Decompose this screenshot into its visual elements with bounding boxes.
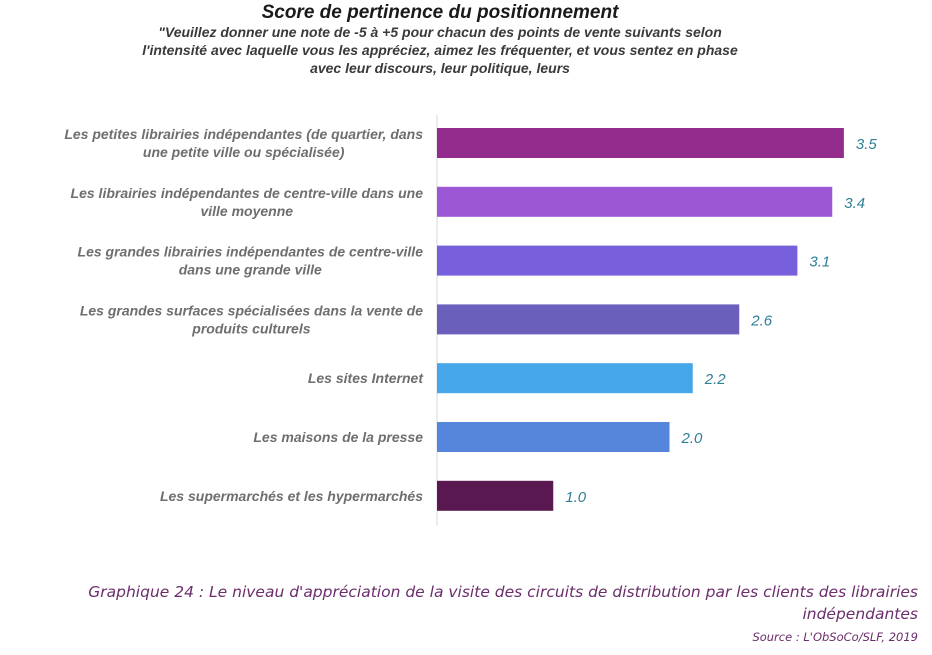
caption-line: Graphique 24 : Le niveau d'appréciation … [88,583,918,601]
data-label: 2.0 [681,430,704,447]
bar [437,245,798,276]
category-label: Les sites Internet [308,370,424,386]
category-label: Les grandes surfaces spécialisées dans l… [80,302,423,318]
figure-caption: Graphique 24 : Le niveau d'appréciation … [88,581,918,625]
chart-subtitle: "Veuillez donner une note de -5 à +5 pou… [0,23,880,77]
bar [437,422,670,452]
subtitle-line: l'intensité avec laquelle vous les appré… [142,42,738,58]
category-label: dans une grande ville [179,262,322,278]
data-label: 1.0 [565,489,587,506]
category-label: une petite ville ou spécialisée) [143,144,345,160]
bar-chart: 3.5 Les petites librairies indépendantes … [64,115,878,526]
data-label: 3.4 [844,195,865,212]
chart-title: Score de pertinence du positionnement [261,2,619,23]
subtitle-line: "Veuillez donner une note de -5 à +5 pou… [158,24,722,40]
data-label: 2.2 [704,371,727,388]
source-note: Source : L'ObSoCo/SLF, 2019 [752,630,918,644]
bar [437,128,844,158]
data-label: 3.1 [809,254,830,271]
category-label: Les maisons de la presse [253,429,423,445]
category-label: produits culturels [191,320,310,336]
data-label: 3.5 [856,136,878,153]
data-label: 2.6 [750,312,773,329]
bar [437,480,554,511]
subtitle-line: avec leur discours, leur politique, leur… [310,60,570,76]
category-label: Les petites librairies indépendantes (de… [64,126,423,142]
category-label: Les librairies indépendantes de centre-v… [71,185,424,201]
bar [437,186,833,217]
category-label: Les supermarchés et les hypermarchés [160,488,423,504]
category-label: ville moyenne [200,203,293,219]
category-label: Les grandes librairies indépendantes de … [78,244,424,260]
bar [437,304,740,335]
bar [437,363,693,394]
caption-line: indépendantes [802,605,918,623]
